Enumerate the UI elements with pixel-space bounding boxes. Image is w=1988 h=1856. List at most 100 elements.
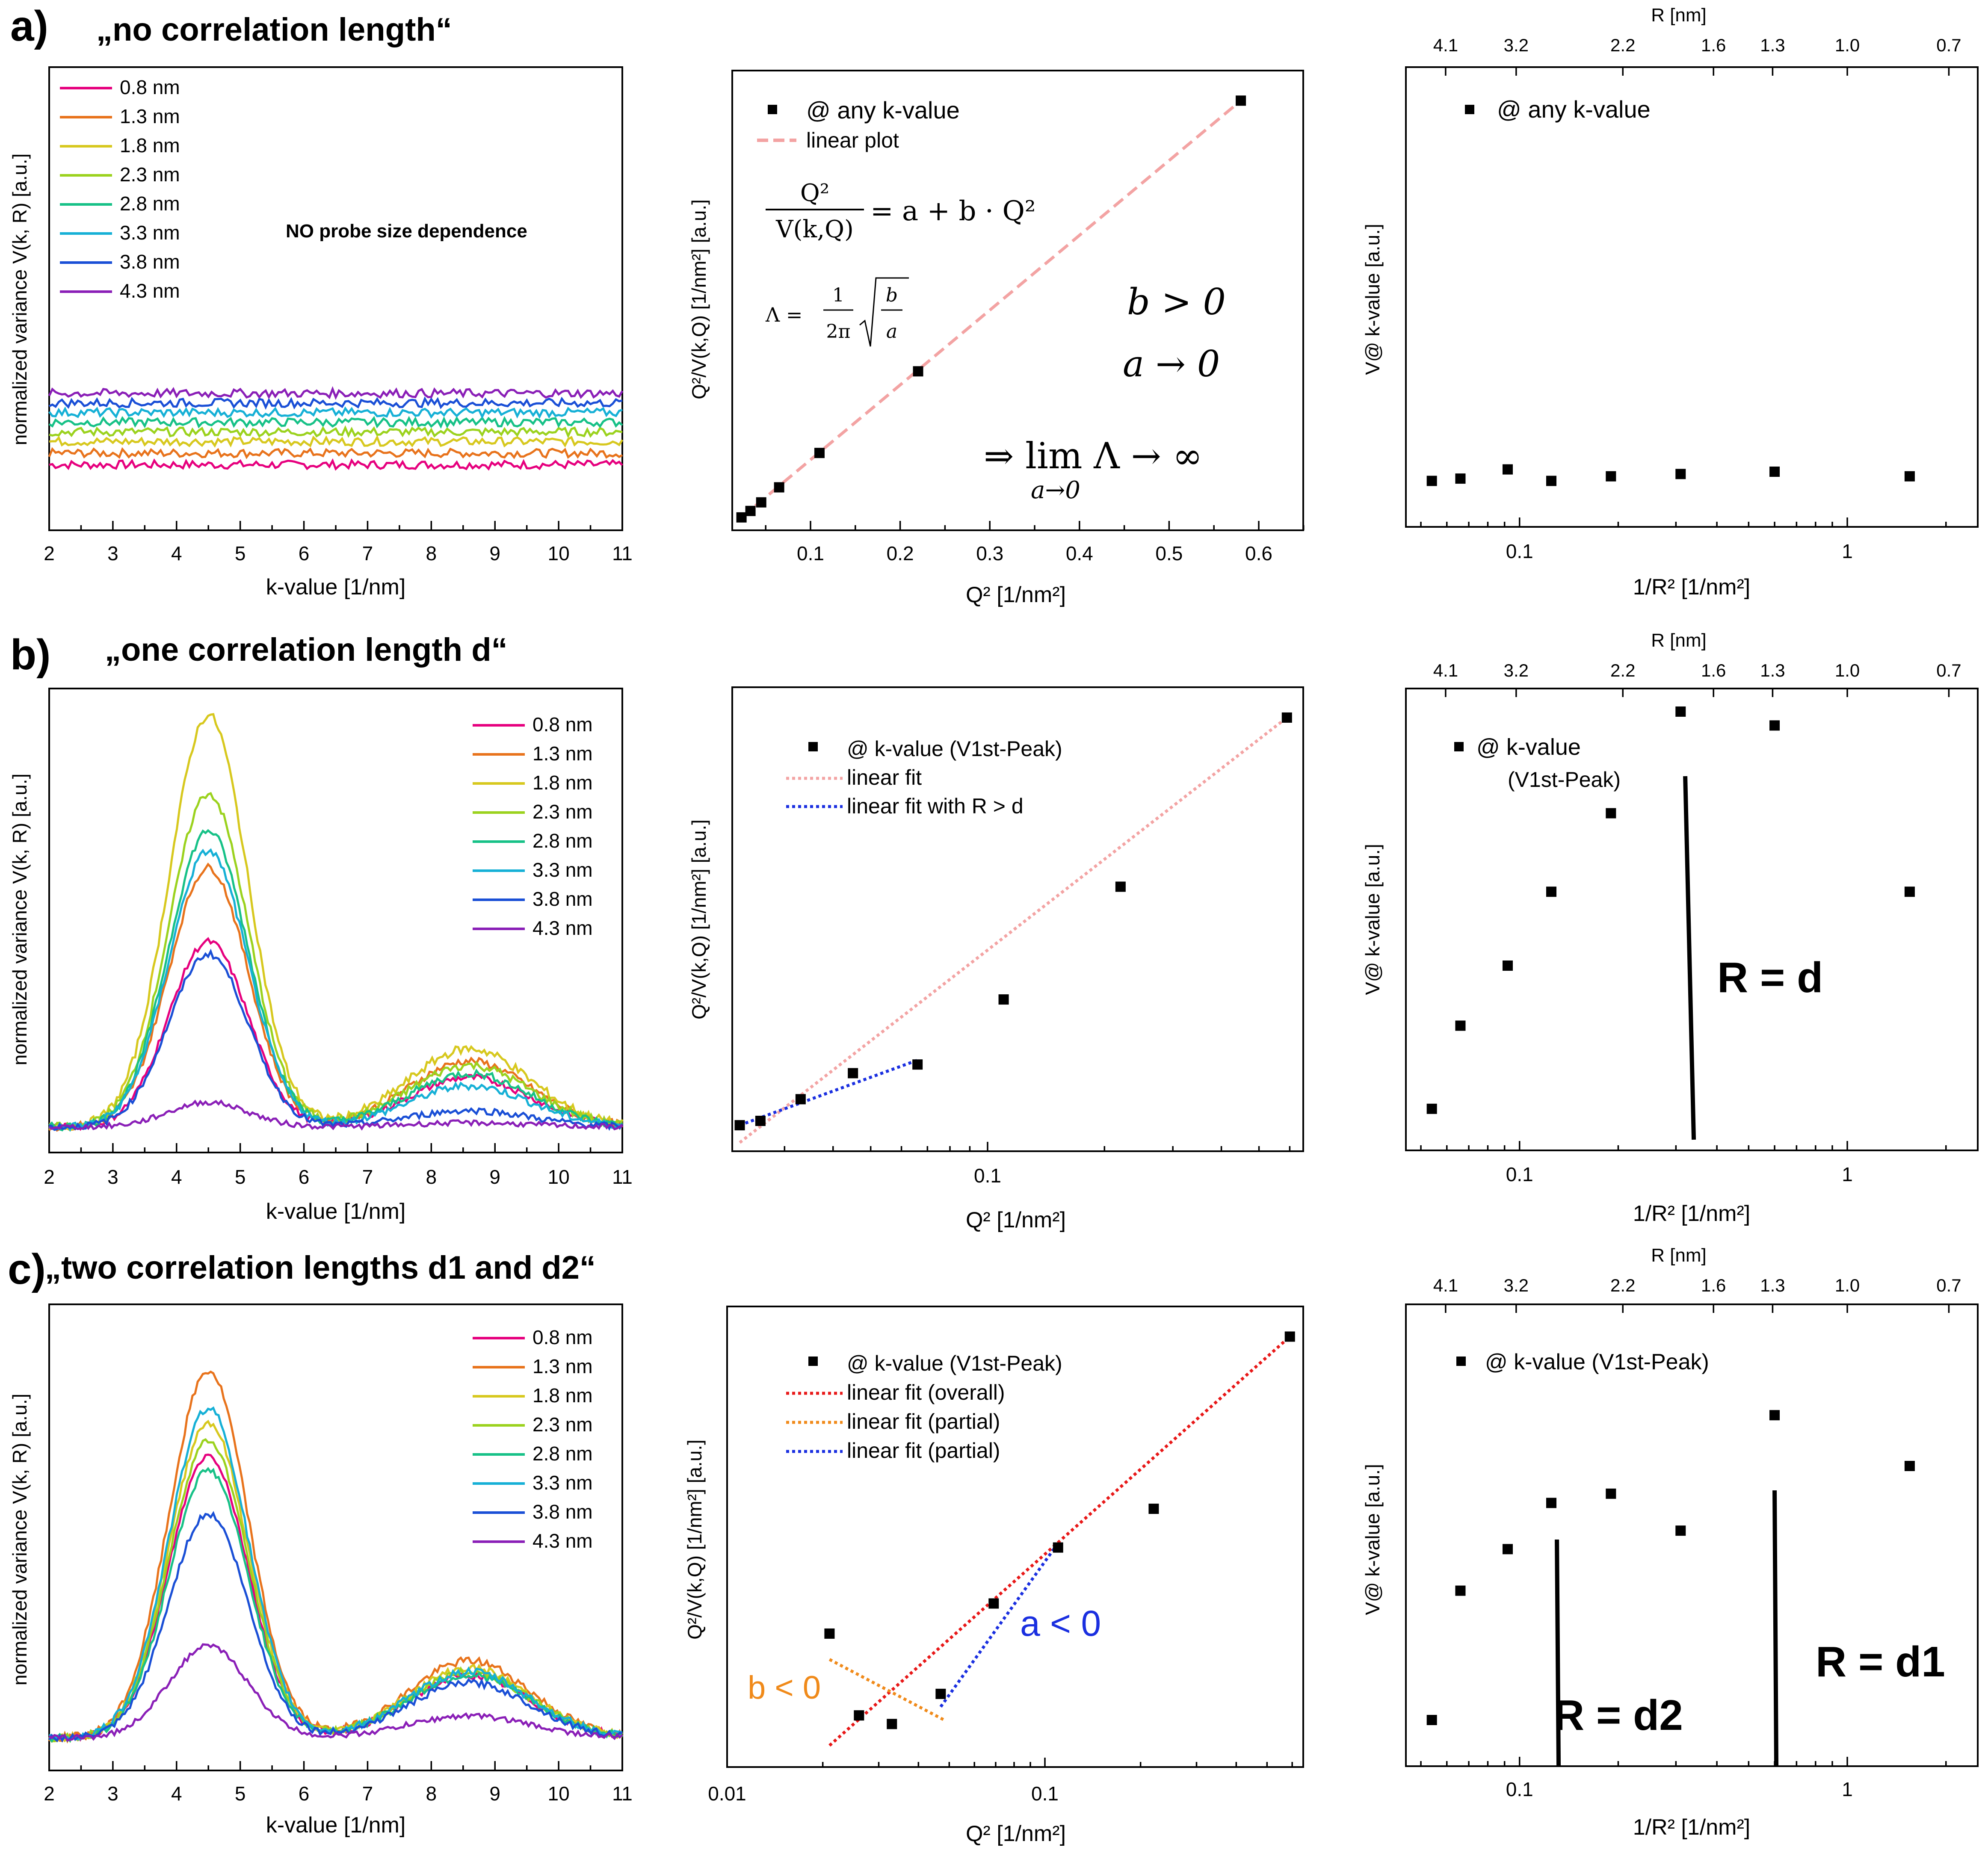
panel-c-right: R [nm] 4.1 3.2 2.2 1.6 1.3 1.0 0.7 @ k-value (…: [1361, 1245, 1979, 1840]
data-point: [1904, 1461, 1915, 1471]
fit-line: [740, 99, 1242, 519]
a-middle-legend-fit: linear plot: [806, 128, 899, 152]
data-point: [1426, 1715, 1437, 1725]
data-point: [1284, 1331, 1295, 1342]
panel-b-middle: @ k-value (V1st-Peak) linear fit linear …: [688, 686, 1304, 1232]
fit-line-partial-orange: [828, 1658, 944, 1721]
x-tick-label: 8: [426, 1782, 437, 1805]
data-point: [988, 1598, 999, 1609]
b-left-ylabel: normalized variance V(k, R) [a.u.]: [9, 774, 31, 1066]
data-point: [824, 1628, 835, 1639]
series-line: [49, 425, 623, 439]
b-middle-legend-points: @ k-value (V1st-Peak): [847, 737, 1062, 761]
data-point: [887, 1719, 897, 1729]
row-b-title: „one correlation length d“: [105, 632, 508, 668]
c-right-legend: @ k-value (V1st-Peak): [1485, 1350, 1709, 1374]
legend-label: 1.3 nm: [120, 105, 180, 127]
x-tick-label: 7: [362, 1782, 373, 1805]
legend-label: 0.8 nm: [120, 76, 180, 98]
b-left-xlabel: k-value [1/nm]: [266, 1199, 406, 1224]
legend-label: 3.8 nm: [532, 1501, 593, 1523]
c-left-x-ticks: 2 3 4 5 6 7 8 9 10 11: [44, 1761, 633, 1805]
data-point: [1675, 706, 1686, 717]
top-tick-label: 2.2: [1610, 1275, 1635, 1295]
b-middle-fits: [739, 716, 1288, 1144]
x-tick-label: 0.1: [1506, 1163, 1533, 1185]
a-right-points: [1426, 464, 1915, 486]
c-right-top-ticks: 4.1 3.2 2.2 1.6 1.3 1.0 0.7: [1433, 1275, 1961, 1313]
legend-label: 1.8 nm: [532, 771, 593, 794]
row-a-title: „no correlation length“: [96, 12, 452, 48]
legend-label: 3.3 nm: [120, 222, 180, 244]
condition-b: b > 0: [1127, 281, 1226, 323]
data-point: [848, 1068, 858, 1079]
x-tick-label: 0.1: [974, 1164, 1001, 1187]
x-tick-label: 6: [299, 1166, 310, 1188]
marker-line: [1683, 776, 1696, 1140]
sqrt-sign: [859, 277, 909, 347]
x-tick-label: 0.01: [708, 1782, 746, 1805]
top-tick-label: 1.6: [1701, 1275, 1726, 1295]
data-point: [1281, 712, 1292, 723]
a-middle-legend-marker: [768, 105, 777, 114]
x-tick-label: 11: [612, 542, 633, 564]
top-tick-label: 1.0: [1835, 1275, 1860, 1295]
c-right-annotation-d2: R = d2: [1553, 1691, 1683, 1739]
top-tick-label: 1.6: [1701, 35, 1726, 55]
b-right-points: [1426, 706, 1915, 1114]
b-left-x-ticks: 2 3 4 5 6 7 8 9 10 11: [44, 1143, 633, 1188]
a-right-xlabel: 1/R² [1/nm²]: [1633, 575, 1751, 600]
c-right-x-ticks: 0.1 1: [1420, 1757, 1947, 1800]
x-tick-label: 0.2: [887, 542, 914, 564]
b-right-legend: @ k-value: [1476, 734, 1581, 760]
eq-lhs-num: Q²: [800, 179, 829, 207]
b-right-annotation: R = d: [1717, 954, 1823, 1002]
c-right-marker-lines: [1555, 1490, 1779, 1767]
legend-label: 4.3 nm: [532, 917, 593, 939]
b-right-legend-marker: [1454, 742, 1464, 751]
legend-label: 2.3 nm: [532, 1413, 593, 1436]
c-right-ylabel: V@ k-value [a.u.]: [1361, 1464, 1384, 1615]
panel-c-middle: @ k-value (V1st-Peak) linear fit (overal…: [683, 1306, 1304, 1846]
top-tick-label: 4.1: [1433, 660, 1458, 680]
series-line: [49, 434, 624, 448]
eq-lhs-den: V(k,Q): [775, 216, 854, 243]
a-right-x-ticks: 0.1 1: [1420, 517, 1947, 562]
b-middle-xlabel: Q² [1/nm²]: [966, 1208, 1066, 1232]
fit-line: [739, 716, 1288, 1144]
row-c-title: „two correlation lengths d1 and d2“: [45, 1250, 596, 1286]
top-tick-label: 1.3: [1760, 35, 1785, 55]
x-tick-label: 9: [489, 1782, 500, 1805]
x-tick-label: 4: [171, 1782, 182, 1805]
legend-label: 2.8 nm: [532, 1442, 593, 1465]
b-right-ylabel: V@ k-value [a.u.]: [1361, 844, 1384, 995]
panel-b-left: 0.8 nm 1.3 nm 1.8 nm 2.3 nm 2.8 nm 3.3 nm 3.8 …: [9, 688, 633, 1224]
data-point: [1606, 808, 1616, 819]
x-tick-label: 6: [299, 1782, 310, 1805]
x-tick-label: 2: [44, 1166, 55, 1188]
top-tick-label: 0.7: [1936, 660, 1961, 680]
series-line: [49, 458, 623, 471]
data-point: [1904, 471, 1915, 482]
b-right-top-label: R [nm]: [1651, 630, 1707, 651]
top-tick-label: 4.1: [1433, 1275, 1458, 1295]
x-tick-label: 11: [612, 1782, 633, 1805]
data-point: [1546, 1498, 1557, 1508]
b-middle-legend-marker: [808, 742, 818, 751]
c-middle-legend-overall: linear fit (overall): [847, 1380, 1005, 1404]
c-left-legend: 0.8 nm 1.3 nm 1.8 nm 2.3 nm 2.8 nm 3.3 nm 3.8 …: [473, 1326, 593, 1552]
c-left-ylabel: normalized variance V(k, R) [a.u.]: [9, 1394, 31, 1686]
legend-label: 1.8 nm: [120, 134, 180, 157]
top-tick-label: 2.2: [1610, 660, 1635, 680]
data-point: [1455, 1020, 1466, 1031]
data-point: [1115, 881, 1126, 892]
marker-line: [1772, 1490, 1779, 1767]
data-point: [1769, 720, 1780, 731]
top-tick-label: 3.2: [1504, 1275, 1529, 1295]
data-point: [1606, 1488, 1616, 1499]
lambda-rad-den: a: [886, 321, 897, 343]
top-tick-label: 1.0: [1835, 660, 1860, 680]
row-b-letter: b): [10, 631, 50, 679]
x-tick-label: 9: [489, 1166, 500, 1188]
